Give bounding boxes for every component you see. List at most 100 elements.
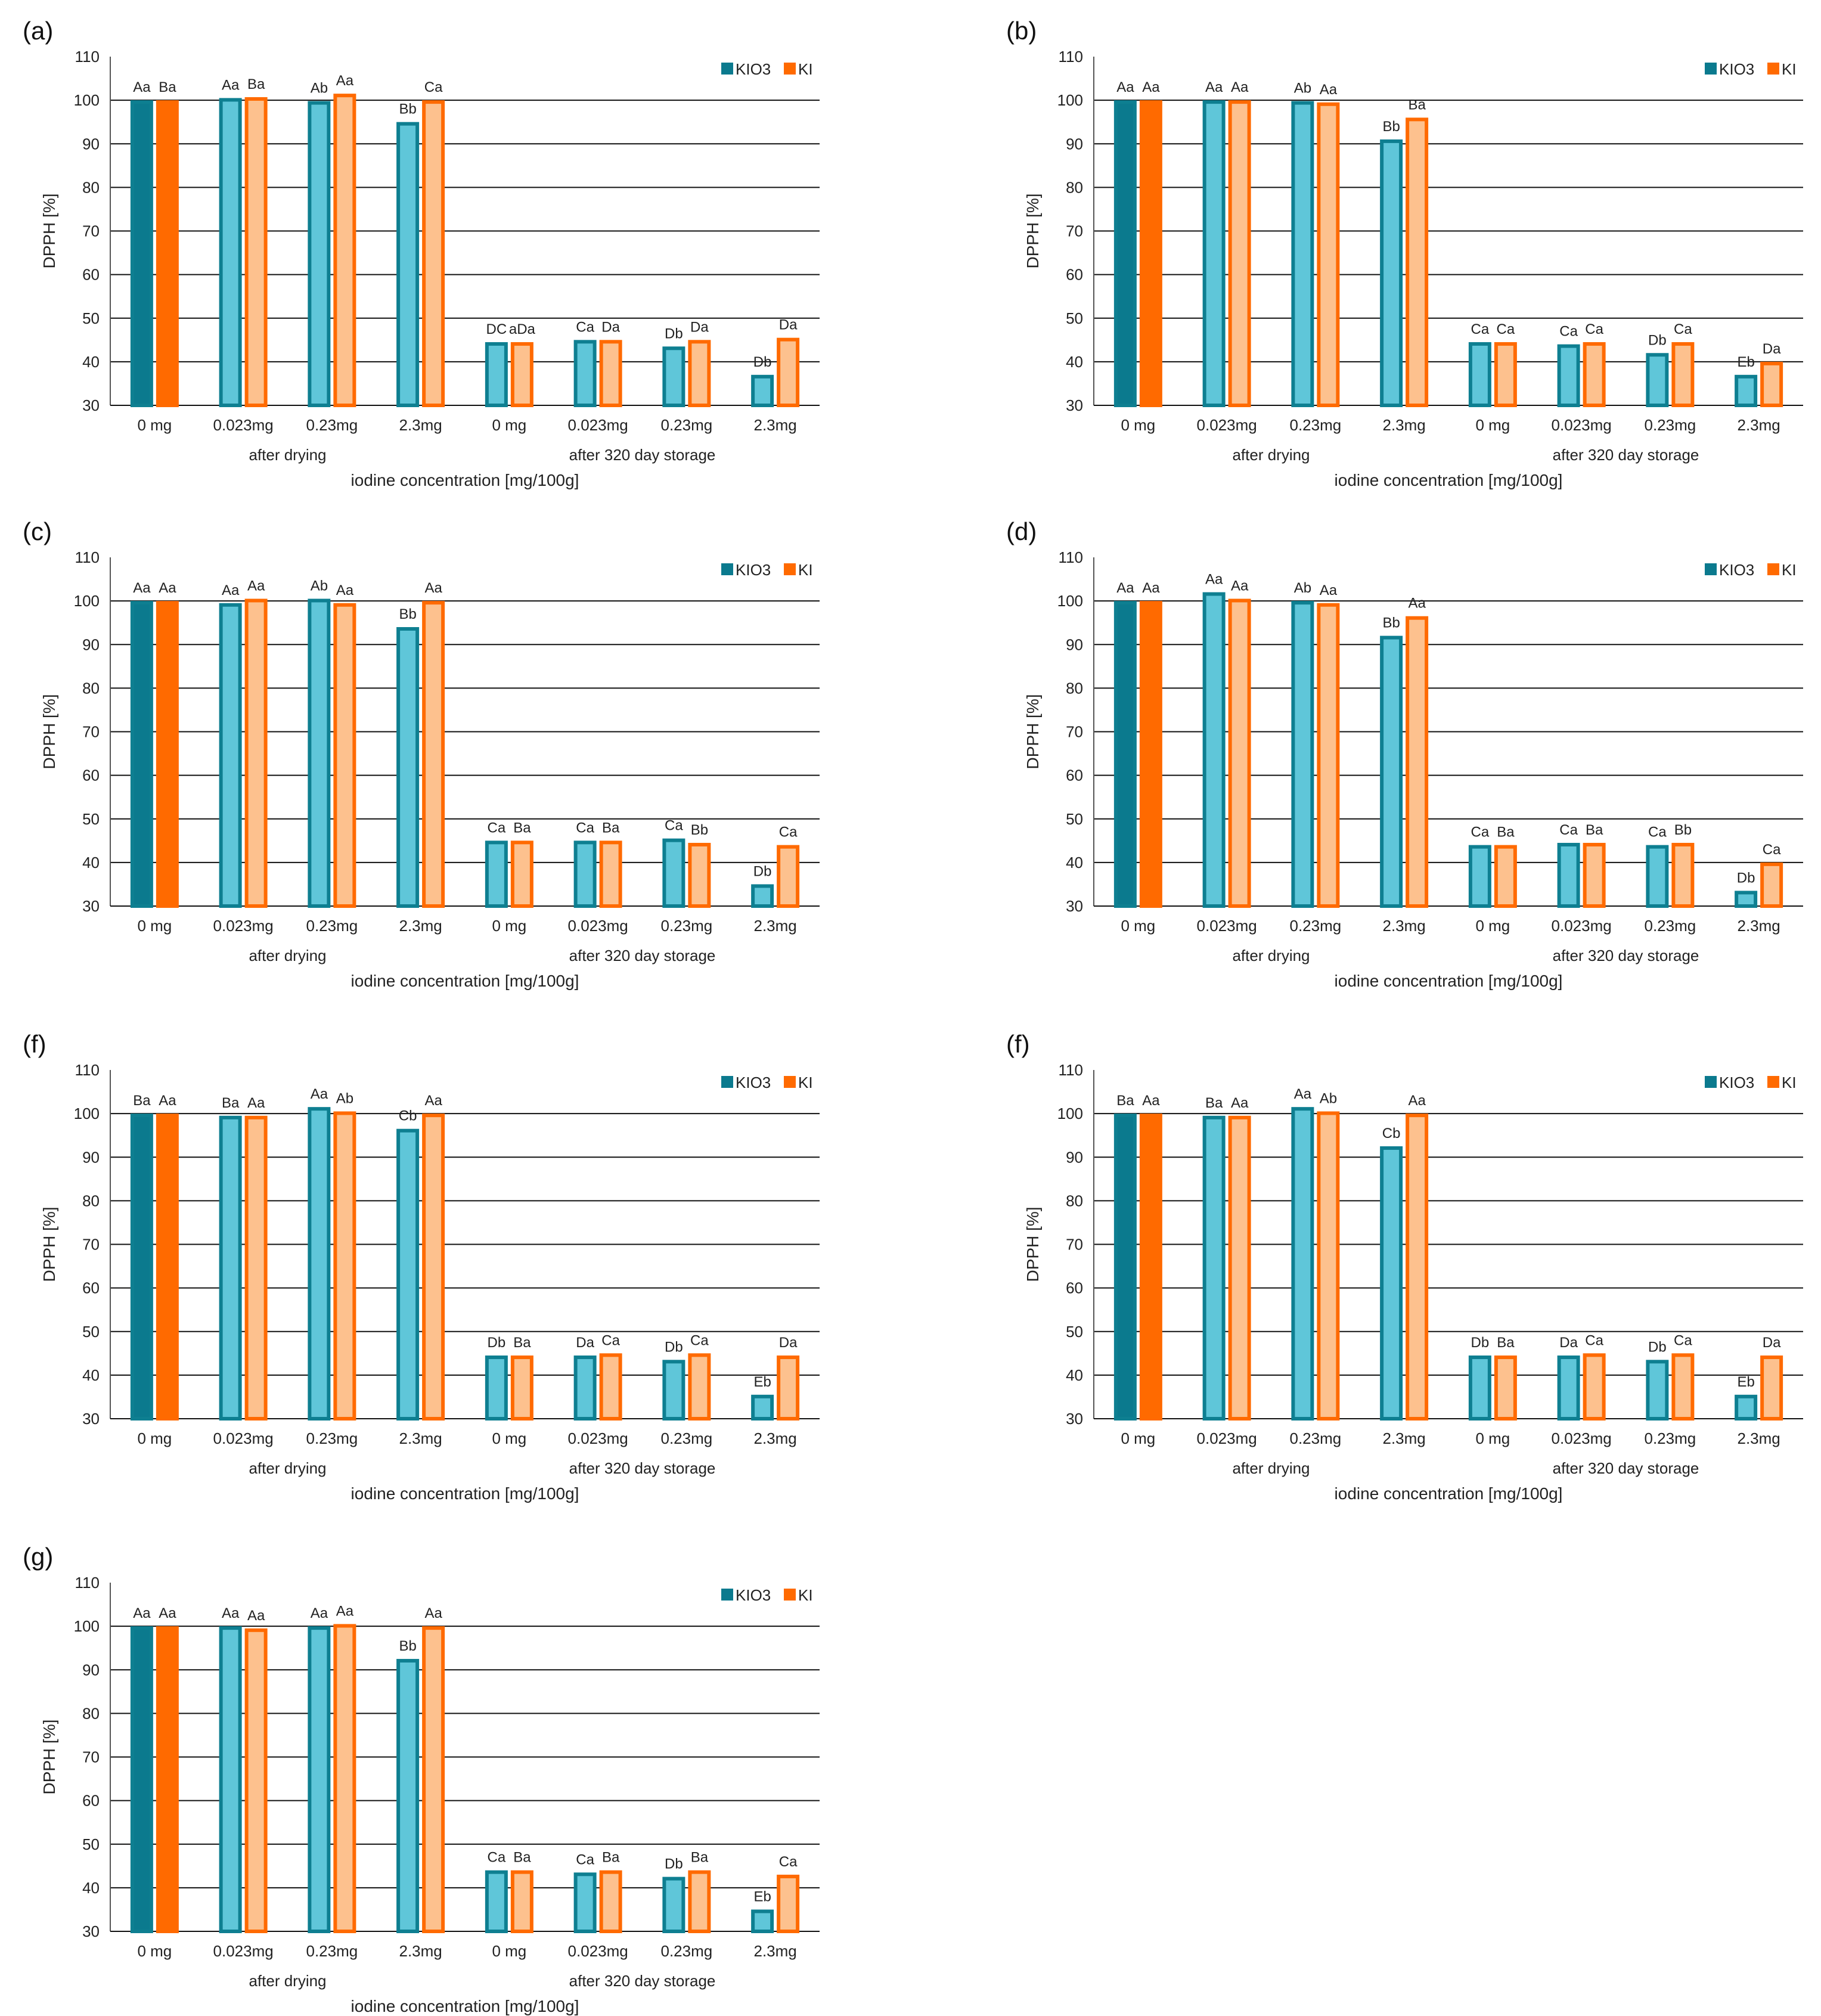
data-label: Aa [424, 1605, 442, 1621]
data-label: Ba [513, 1850, 531, 1866]
data-label: Ca [1471, 824, 1490, 840]
x-tick-label: 2.3mg [753, 917, 796, 935]
x-tick-label: 0 mg [492, 1942, 526, 1960]
bar-ki [688, 1353, 711, 1420]
y-tick-label: 60 [82, 1792, 100, 1810]
bar-kio3 [1735, 891, 1758, 908]
bar-ki [1760, 361, 1783, 407]
bar-chart: 30 40 50 60 70 80 90 100 110 DPPH [%] Aa Aa 0 mg Aa Aa… [40, 1574, 820, 2015]
data-label: aDa [509, 321, 536, 337]
x-tick-label: 0.023mg [213, 1942, 274, 1960]
bar-ki [156, 1114, 179, 1420]
data-label: Aa [424, 1093, 442, 1109]
y-tick-label: 80 [82, 679, 100, 697]
data-label: Ca [601, 1332, 620, 1348]
data-label: Ca [1471, 321, 1490, 337]
x-tick-label: 0 mg [1475, 917, 1510, 935]
bar-ki [244, 598, 268, 908]
panel-label: (b) [1006, 17, 1037, 45]
bar-ki [777, 845, 800, 908]
group-label: after drying [1232, 446, 1310, 464]
x-axis-label: iodine concentration [mg/100g] [351, 471, 579, 489]
data-label: Aa [222, 582, 240, 598]
bar-kio3 [573, 840, 597, 908]
data-label: Ba [1116, 1093, 1134, 1109]
data-label: Da [690, 319, 709, 335]
data-label: Ba [222, 1095, 240, 1111]
x-tick-label: 0.023mg [1197, 1429, 1257, 1447]
x-tick-label: 0.23mg [661, 1429, 713, 1447]
x-axis-label: iodine concentration [mg/100g] [351, 1997, 579, 2015]
y-tick-label: 50 [82, 309, 100, 327]
bar-kio3 [573, 1355, 597, 1420]
bar-ki [333, 1624, 356, 1933]
data-label: Db [753, 354, 772, 370]
bar-ki [777, 1874, 800, 1933]
y-tick-label: 110 [1059, 48, 1083, 66]
bar-ki [1406, 616, 1429, 908]
panel-label: (f) [1006, 1030, 1030, 1058]
data-label: Ba [1586, 822, 1603, 838]
y-tick-label: 90 [82, 135, 100, 153]
legend-swatch-ki [784, 563, 796, 575]
panel-label: (a) [23, 17, 54, 45]
x-tick-label: 2.3mg [399, 1942, 442, 1960]
data-label: Ca [665, 818, 683, 834]
data-label: Aa [1116, 79, 1134, 95]
data-label: Db [1471, 1335, 1490, 1351]
x-tick-label: 0.23mg [1290, 416, 1342, 434]
bar-kio3 [1202, 100, 1226, 407]
y-tick-label: 80 [82, 1192, 100, 1209]
legend-swatch-kio3 [721, 1589, 733, 1601]
y-axis-label: DPPH [%] [40, 1719, 58, 1794]
data-label: Da [1763, 341, 1781, 357]
x-tick-label: 0.23mg [661, 1942, 713, 1960]
y-tick-label: 100 [74, 592, 100, 610]
y-tick-label: 80 [1066, 679, 1083, 697]
y-tick-label: 90 [1066, 635, 1083, 653]
bar-kio3 [219, 603, 242, 908]
y-axis-label: DPPH [%] [40, 694, 58, 769]
bar-ki [156, 1626, 179, 1933]
group-label: after drying [249, 446, 326, 464]
bar-ki [777, 337, 800, 407]
data-label: Ba [602, 1850, 620, 1866]
y-tick-label: 40 [82, 1366, 100, 1384]
bar-kio3 [1735, 374, 1758, 407]
group-label: after 320 day storage [1553, 1459, 1699, 1477]
bar-kio3 [1646, 845, 1669, 908]
x-tick-label: 0.023mg [1552, 416, 1612, 434]
bar-kio3 [130, 1626, 153, 1933]
legend-label-ki: KI [798, 561, 813, 579]
y-tick-label: 70 [1066, 1236, 1083, 1254]
y-tick-label: 80 [1066, 178, 1083, 196]
bar-kio3 [308, 598, 331, 908]
y-axis-label: DPPH [%] [1023, 1207, 1042, 1282]
data-label: Ba [159, 79, 176, 95]
y-tick-label: 70 [82, 222, 100, 240]
y-tick-label: 40 [1066, 854, 1083, 871]
group-label: after 320 day storage [1553, 947, 1699, 964]
bar-ki [1671, 842, 1695, 908]
bar-kio3 [485, 1870, 508, 1933]
y-tick-label: 90 [1066, 135, 1083, 153]
bar-kio3 [1557, 842, 1580, 908]
data-label: Aa [159, 1093, 176, 1109]
x-tick-label: 0.023mg [213, 416, 274, 434]
bar-ki [1228, 598, 1251, 908]
legend-label-ki: KI [1782, 561, 1797, 579]
legend-label-kio3: KIO3 [1719, 561, 1754, 579]
bar-ki [510, 342, 533, 407]
data-label: Db [665, 1339, 683, 1355]
data-label: Aa [1231, 578, 1249, 594]
bar-kio3 [308, 1107, 331, 1420]
data-label: Ba [1205, 1095, 1223, 1111]
data-label: Aa [1408, 596, 1426, 612]
x-tick-label: 0.23mg [661, 416, 713, 434]
legend-swatch-ki [784, 1076, 796, 1088]
bar-kio3 [219, 98, 242, 407]
y-tick-label: 60 [1066, 767, 1083, 784]
chart-panel: (g) 30 40 50 60 70 80 90 100 110 DPPH [%] Aa Aa 0 mg A… [23, 1543, 888, 2015]
data-label: Db [665, 1856, 683, 1872]
x-tick-label: 0.023mg [568, 416, 628, 434]
